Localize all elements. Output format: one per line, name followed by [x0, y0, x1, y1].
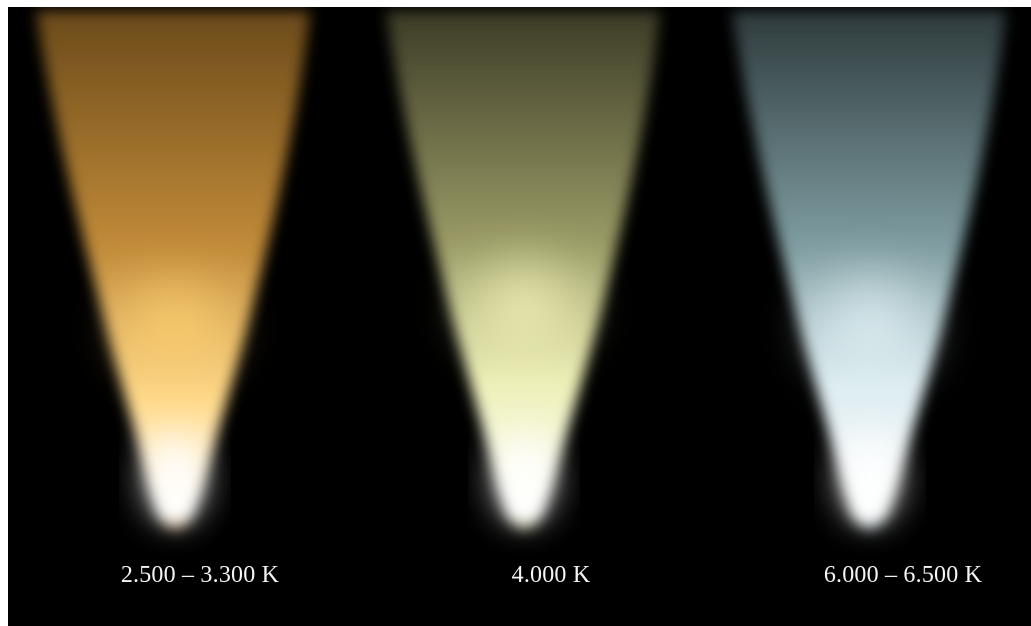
color-temperature-label-neutral: 4.000 K — [512, 562, 591, 589]
light-cone-cool — [732, 11, 1006, 529]
color-temperature-label-warm: 2.500 – 3.300 K — [121, 562, 279, 589]
color-temperature-label-cool: 6.000 – 6.500 K — [824, 562, 982, 589]
image-frame: 2.500 – 3.300 K 4.000 K 6.000 – 6.500 K — [8, 7, 1031, 626]
light-cones-illustration — [8, 7, 1031, 626]
light-cone-neutral — [386, 11, 660, 529]
light-cone-warm — [36, 11, 310, 529]
